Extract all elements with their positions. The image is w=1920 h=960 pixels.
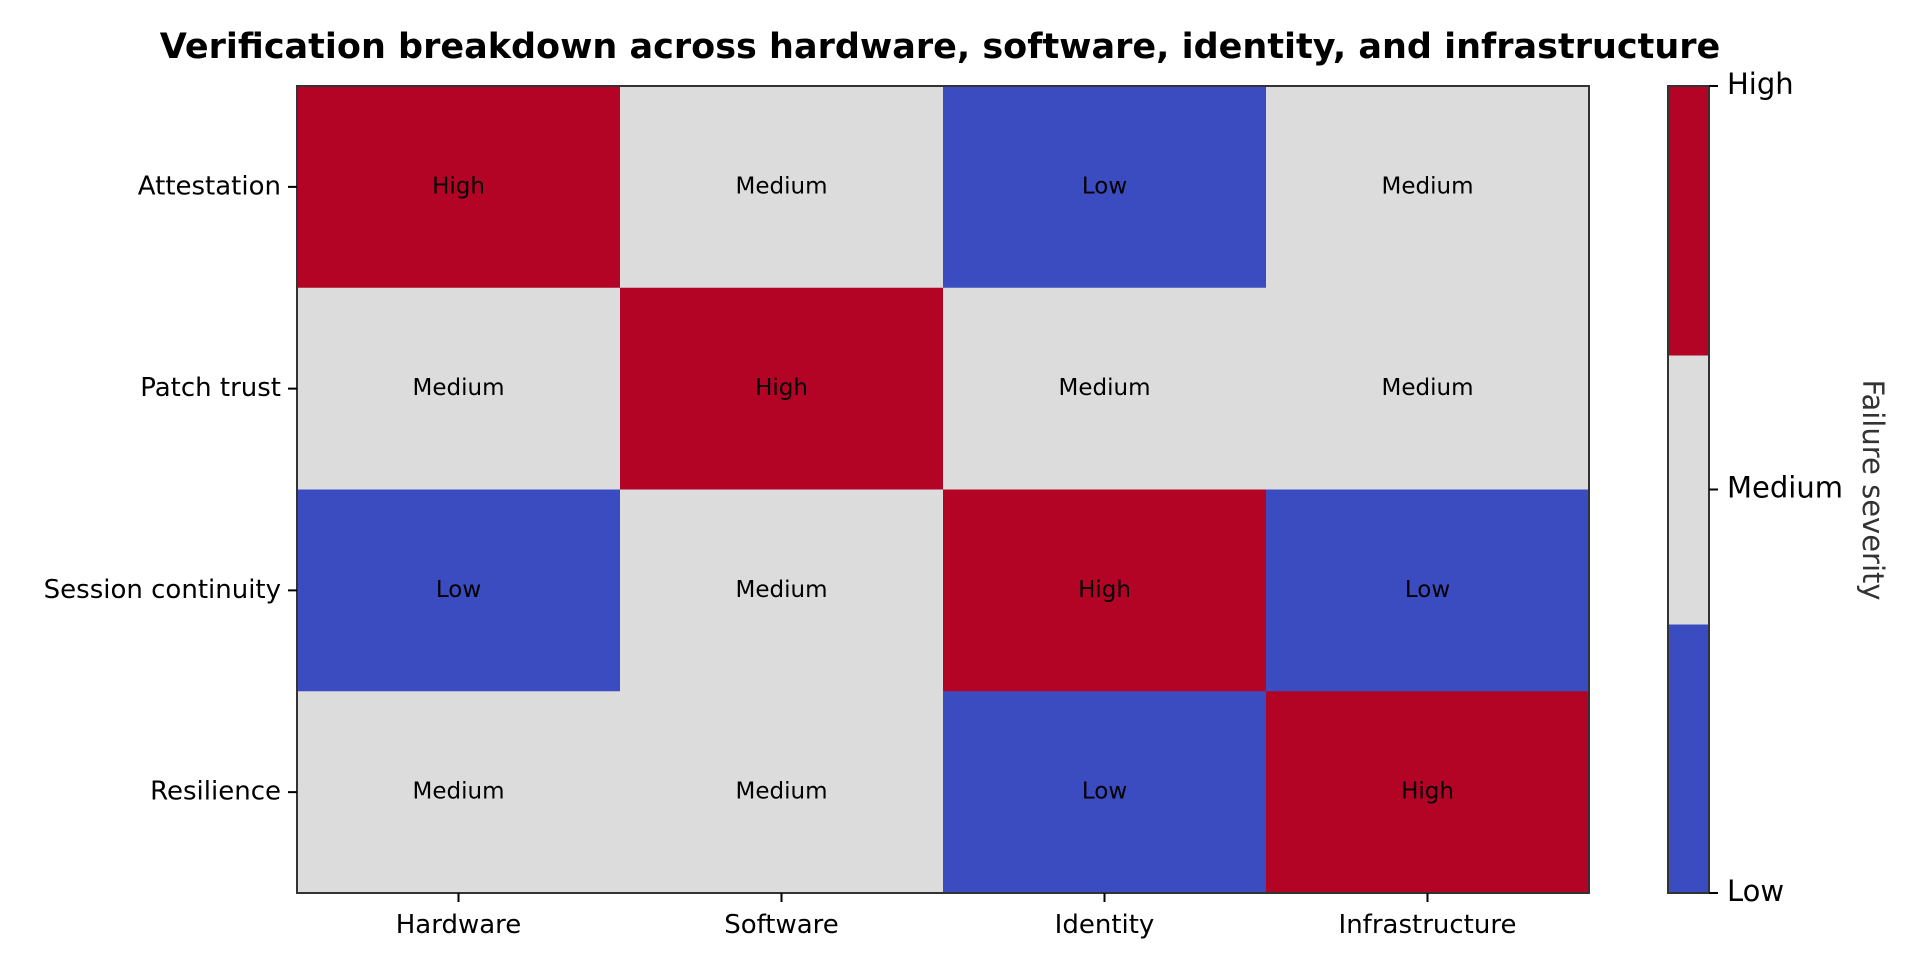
cell-value-label: High (432, 173, 485, 199)
cell-value-label: High (1078, 577, 1131, 603)
cell-value-label: Medium (1382, 173, 1474, 199)
y-tick-label: Attestation (138, 171, 281, 201)
colorbar-segment (1668, 86, 1709, 356)
heatmap-cell (943, 86, 1267, 289)
x-tick-label: Infrastructure (1339, 910, 1517, 940)
heatmap-cell (1266, 489, 1590, 692)
colorbar: Low Medium High (1667, 67, 1843, 908)
y-tick-label: Patch trust (140, 373, 281, 403)
heatmap-cell (620, 287, 944, 490)
heatmap-cell (297, 86, 621, 289)
cell-value-label: Medium (413, 375, 505, 401)
x-tick-label: Software (724, 910, 839, 940)
cell-value-label: Low (1082, 173, 1127, 199)
heatmap-cell (297, 287, 621, 490)
colorbar-tick-label: Medium (1727, 471, 1843, 505)
heatmap-cell (943, 287, 1267, 490)
heatmap-cell (1266, 287, 1590, 490)
colorbar-label: Failure severity (1856, 379, 1890, 600)
cell-value-label: Medium (413, 779, 505, 805)
cell-value-label: High (755, 375, 808, 401)
cell-value-label: Medium (736, 577, 828, 603)
heatmap-cell (943, 489, 1267, 692)
cell-value-label: Low (1405, 577, 1450, 603)
plot-frame (296, 85, 1590, 894)
colorbar-segment (1668, 355, 1709, 625)
cell-value-label: Medium (1059, 375, 1151, 401)
y-tick-label: Session continuity (44, 575, 281, 605)
heatmap-cell (297, 489, 621, 692)
heatmap-cell (297, 691, 621, 894)
x-tick-label: Identity (1055, 910, 1155, 940)
colorbar-segment (1668, 624, 1709, 894)
colorbar-tick-label: High (1727, 67, 1794, 101)
cell-value-label: Medium (1382, 375, 1474, 401)
heatmap-cell (620, 691, 944, 894)
chart-title: Verification breakdown across hardware, … (160, 27, 1721, 67)
x-axis: Hardware Software Identity Infrastructure (396, 893, 1517, 940)
cell-value-label: Low (1082, 779, 1127, 805)
cell-value-label: Medium (736, 173, 828, 199)
y-axis: Attestation Patch trust Session continuity… (44, 171, 297, 807)
cell-value-label: High (1401, 779, 1454, 805)
y-tick-label: Resilience (150, 777, 281, 807)
heatmap-cell (1266, 86, 1590, 289)
heatmap-cell (620, 489, 944, 692)
cell-value-label: Medium (736, 779, 828, 805)
cell-value-label: Low (436, 577, 481, 603)
x-tick-label: Hardware (396, 910, 522, 940)
heatmap-cell (1266, 691, 1590, 894)
heatmap-cells: High Medium Low Medium Medium High Medium Mediu… (297, 86, 1590, 894)
colorbar-tick-label: Low (1727, 874, 1784, 908)
heatmap-cell (943, 691, 1267, 894)
heatmap-cell (620, 86, 944, 289)
